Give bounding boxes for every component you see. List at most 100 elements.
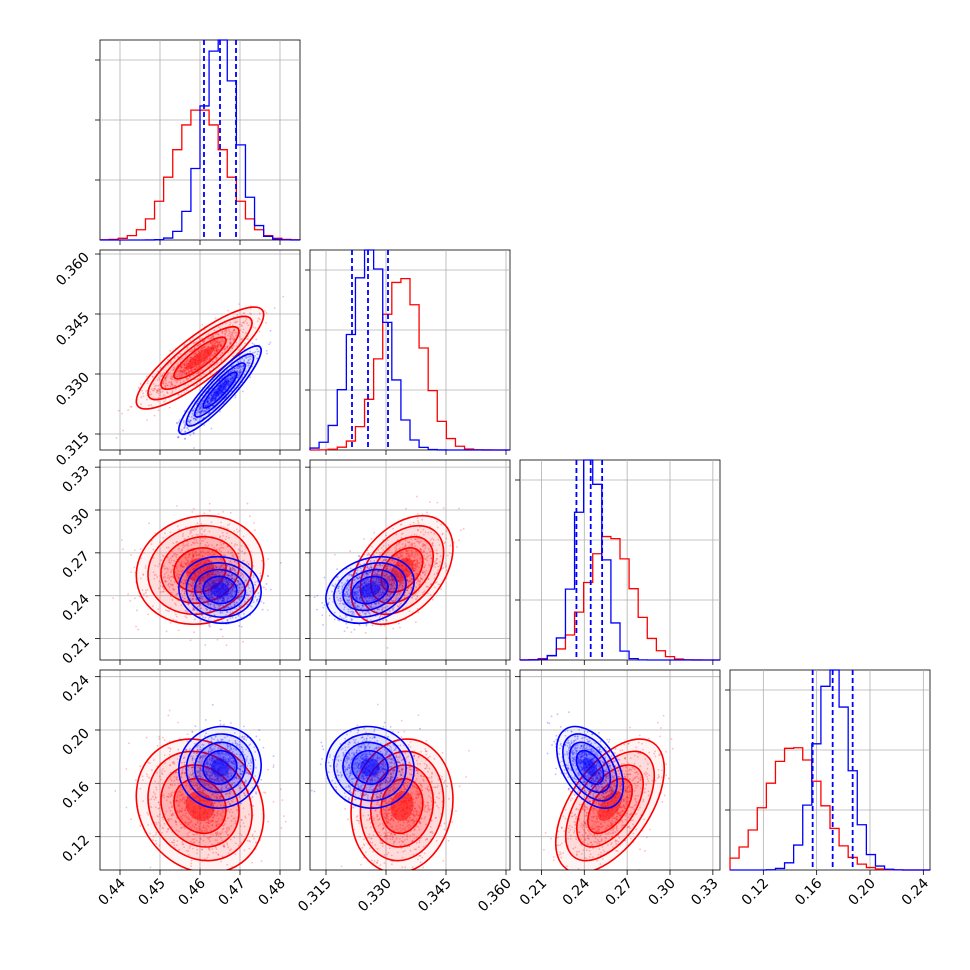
scatter-point — [194, 367, 196, 370]
scatter-point — [164, 377, 167, 380]
scatter-point — [219, 344, 222, 347]
scatter-point — [170, 375, 173, 378]
scatter-point — [177, 421, 180, 423]
scatter-point — [248, 515, 251, 518]
scatter-point — [186, 368, 189, 371]
scatter-point — [177, 436, 180, 439]
scatter-point — [416, 513, 419, 515]
scatter-point — [184, 368, 187, 371]
scatter-point — [231, 605, 233, 608]
contour-series-0 — [147, 315, 253, 401]
scatter-point — [321, 602, 324, 604]
scatter-point — [213, 606, 216, 609]
scatter-point — [231, 334, 234, 337]
scatter-point — [212, 343, 215, 346]
scatter-point — [208, 592, 211, 595]
scatter-point — [189, 364, 191, 367]
scatter-point — [218, 392, 221, 394]
scatter-point — [218, 343, 221, 346]
scatter-point — [223, 584, 226, 587]
scatter-point — [211, 399, 214, 402]
scatter-point — [227, 574, 230, 577]
scatter-point — [169, 350, 172, 352]
scatter-point — [216, 395, 219, 398]
scatter-point — [207, 346, 210, 349]
scatter-point — [220, 389, 223, 392]
scatter-point — [191, 584, 193, 587]
scatter-point — [257, 592, 260, 594]
scatter-point — [209, 579, 212, 582]
scatter-point — [206, 574, 208, 576]
scatter-point — [213, 344, 216, 347]
scatter-point — [220, 390, 223, 393]
scatter-point — [218, 589, 221, 592]
scatter-point — [198, 359, 200, 361]
scatter-point — [203, 569, 206, 572]
scatter-point — [204, 359, 207, 362]
scatter-point — [206, 404, 208, 407]
scatter-point — [321, 614, 324, 617]
scatter-point — [210, 584, 213, 587]
scatter-point — [206, 401, 209, 403]
scatter-point — [151, 375, 154, 378]
scatter-point — [222, 388, 225, 391]
scatter-point — [208, 584, 211, 587]
scatter-point — [217, 326, 220, 328]
scatter-point — [269, 329, 272, 332]
scatter-point — [200, 551, 202, 553]
scatter-point — [229, 568, 232, 571]
scatter-point — [216, 392, 219, 395]
scatter-point — [164, 376, 167, 379]
scatter-point — [193, 361, 196, 364]
scatter-point — [158, 377, 160, 380]
scatter-point — [231, 587, 234, 589]
scatter-point — [155, 390, 158, 393]
scatter-point — [233, 586, 236, 589]
scatter-point — [146, 382, 149, 385]
scatter-point — [230, 381, 233, 384]
scatter-point — [208, 354, 211, 357]
scatter-point — [233, 578, 235, 581]
scatter-point — [221, 381, 223, 384]
scatter-point — [216, 393, 219, 396]
scatter-point — [248, 362, 251, 365]
scatter-point — [241, 357, 244, 360]
scatter-point — [231, 595, 234, 598]
scatter-point — [162, 382, 164, 385]
scatter-point — [148, 404, 150, 407]
scatter-point — [229, 379, 232, 382]
scatter-point — [224, 578, 227, 581]
scatter-point — [184, 353, 187, 356]
scatter-point — [205, 405, 208, 407]
scatter-point — [222, 386, 225, 389]
scatter-point — [192, 409, 194, 411]
scatter-point — [223, 596, 226, 599]
scatter-point — [208, 357, 211, 360]
scatter-point — [199, 353, 202, 356]
scatter-point — [210, 337, 213, 340]
scatter-point — [190, 419, 192, 422]
scatter-point — [205, 565, 208, 568]
scatter-point — [227, 372, 230, 374]
scatter-point — [179, 369, 182, 372]
scatter-point — [203, 346, 206, 348]
scatter-point — [162, 382, 165, 385]
scatter-point — [246, 338, 249, 340]
scatter-point — [226, 346, 228, 348]
scatter-point — [207, 345, 210, 348]
scatter-point — [218, 571, 221, 574]
scatter-point — [179, 592, 182, 595]
scatter-point — [201, 400, 204, 402]
scatter-point — [190, 358, 193, 360]
scatter-point — [212, 396, 214, 399]
scatter-point — [172, 368, 175, 371]
scatter-point — [206, 573, 209, 576]
scatter-point — [222, 385, 225, 387]
scatter-point — [245, 318, 248, 320]
scatter-point — [165, 376, 168, 379]
scatter-point — [189, 357, 192, 359]
scatter-point — [240, 371, 242, 374]
scatter-point — [231, 595, 234, 598]
scatter-point — [228, 583, 231, 586]
scatter-point — [229, 349, 232, 352]
